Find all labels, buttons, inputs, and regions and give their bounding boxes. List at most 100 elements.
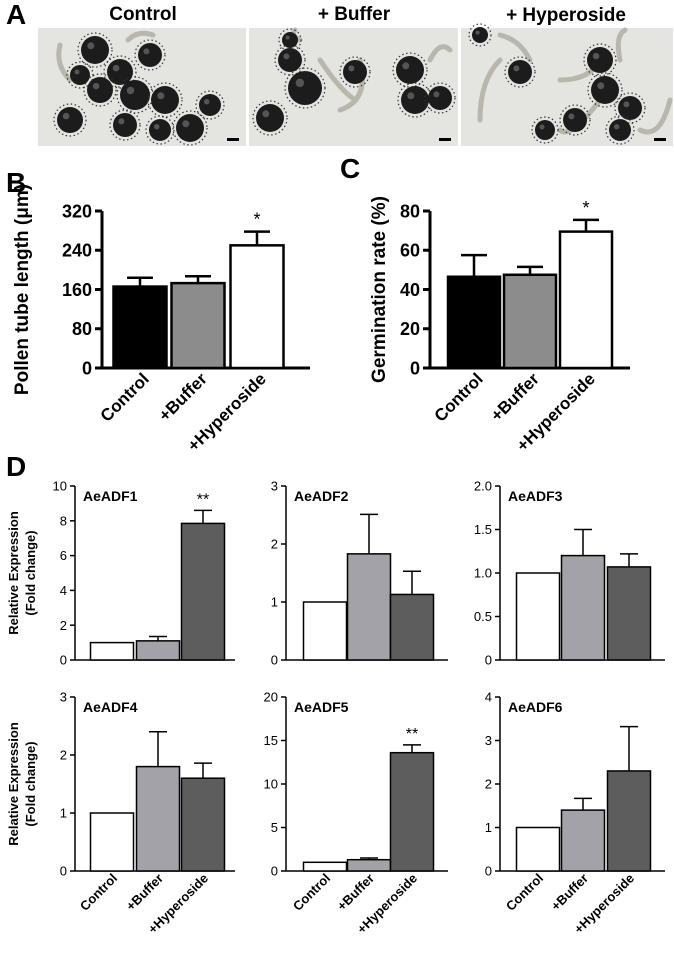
- pollen-grain: [138, 43, 162, 67]
- pollen-highlight: [295, 78, 305, 88]
- y-tick-label: 20: [400, 319, 420, 339]
- pollen-highlight: [203, 98, 210, 105]
- bar-buffer: [135, 765, 181, 872]
- pollen-highlight: [513, 65, 520, 72]
- pollen-grain: [618, 96, 642, 120]
- y-tick-label: 240: [62, 241, 92, 261]
- pollen-highlight: [262, 110, 270, 118]
- bar-buffer: [560, 554, 606, 661]
- y-tick-label: 40: [400, 280, 420, 300]
- chart-aeadf4: 0 1 2 3 AeADF4 Relative Expression (Fold chang…: [6, 690, 235, 937]
- pollen-grain: [288, 71, 322, 105]
- y-tick-label: 4: [60, 583, 67, 598]
- scale-bar: [227, 138, 239, 141]
- y-tick-label: 2: [60, 748, 67, 763]
- pollen-highlight: [74, 69, 80, 75]
- bar-buffer: [560, 809, 606, 872]
- pollen-highlight: [92, 82, 100, 90]
- y-axis-label: Pollen tube length (μm): [12, 184, 33, 395]
- pollen-spines: [252, 100, 288, 136]
- y-tick-label: 80: [400, 201, 420, 221]
- pollen-tube: [56, 42, 73, 83]
- y-tick-label: 10: [264, 777, 278, 792]
- bar-hyperoside: [389, 593, 435, 661]
- bar-hyperoside: [558, 230, 614, 370]
- pollen-grain: [113, 113, 137, 137]
- pollen-highlight: [153, 123, 160, 130]
- y-tick-label: 2: [485, 777, 492, 792]
- pollen-spines: [424, 82, 456, 114]
- pollen-grain: [149, 119, 171, 141]
- y-tick-label: 15: [264, 733, 278, 748]
- pollen-grain: [343, 60, 367, 84]
- y-tick-label: 3: [60, 690, 67, 705]
- y-tick-label: 3: [271, 479, 278, 494]
- y-tick-label: 10: [53, 479, 67, 494]
- pollen-grain: [591, 76, 619, 104]
- pollen-grain: [57, 107, 83, 133]
- pollen-tube: [427, 44, 453, 63]
- y-tick-label: 1: [60, 806, 67, 821]
- significance-mark: *: [253, 210, 260, 230]
- pollen-tube: [497, 32, 533, 63]
- panel-letter-a: A: [6, 0, 26, 30]
- x-tick-label: Control: [431, 369, 487, 425]
- y-axis-label-line: Relative Expression: [6, 722, 21, 846]
- chart-b: 0 80 160 240 320 * Pollen tube length (μm) Cont…: [12, 184, 310, 455]
- y-tick-label: 0.5: [474, 609, 492, 624]
- significance-mark: *: [582, 198, 589, 218]
- chart-title: AeADF3: [508, 488, 563, 504]
- pollen-highlight: [87, 42, 95, 50]
- pollen-spines: [53, 103, 87, 137]
- pollen-tube: [125, 30, 156, 43]
- pollen-spines: [587, 72, 623, 108]
- micrograph-row: [38, 23, 673, 146]
- y-tick-label: 2: [271, 537, 278, 552]
- bar-control: [302, 601, 348, 661]
- pollen-grain: [107, 59, 133, 85]
- bar-hyperoside: [389, 751, 435, 872]
- y-tick-label: 3: [485, 733, 492, 748]
- pollen-grain: [609, 119, 631, 141]
- pollen-highlight: [157, 92, 165, 100]
- bar-control: [89, 812, 135, 872]
- photo-label-buffer: + Buffer: [318, 4, 391, 25]
- y-tick-label: 60: [400, 241, 420, 261]
- pollen-highlight: [402, 62, 410, 70]
- x-tick-label: +Buffer: [155, 369, 211, 425]
- scale-bar: [439, 138, 451, 141]
- pollen-spines: [66, 61, 94, 89]
- y-tick-label: 0: [271, 864, 278, 879]
- y-tick-label: 0: [60, 653, 67, 668]
- pollen-spines: [504, 56, 536, 88]
- pollen-grain: [87, 77, 113, 103]
- pollen-highlight: [126, 86, 135, 95]
- pollen-spines: [278, 28, 302, 52]
- pollen-tube: [637, 97, 673, 135]
- panel-letter-b: B: [6, 167, 26, 198]
- pollen-highlight: [613, 123, 620, 130]
- pollen-grain: [81, 36, 109, 64]
- bar-control: [446, 275, 502, 370]
- y-tick-label: 20: [264, 690, 278, 705]
- y-tick-label: 1.0: [474, 566, 492, 581]
- pollen-spines: [145, 115, 175, 145]
- bar-hyperoside: [606, 566, 652, 661]
- pollen-spines: [274, 44, 306, 76]
- pollen-highlight: [285, 35, 290, 40]
- pollen-grain: [396, 56, 424, 84]
- pollen-spines: [77, 32, 113, 68]
- chart-aeadf2: 0 1 2 3 AeADF2: [271, 479, 448, 668]
- pollen-spines: [109, 109, 141, 141]
- pollen-tube: [477, 57, 503, 123]
- chart-title: AeADF1: [83, 488, 138, 504]
- bar-control: [112, 285, 168, 370]
- pollen-grain: [70, 65, 90, 85]
- bar-control: [515, 572, 561, 661]
- pollen-grain: [401, 86, 429, 114]
- x-tick-label: Control: [77, 871, 120, 914]
- bar-buffer: [170, 281, 226, 370]
- significance-mark: **: [197, 491, 209, 508]
